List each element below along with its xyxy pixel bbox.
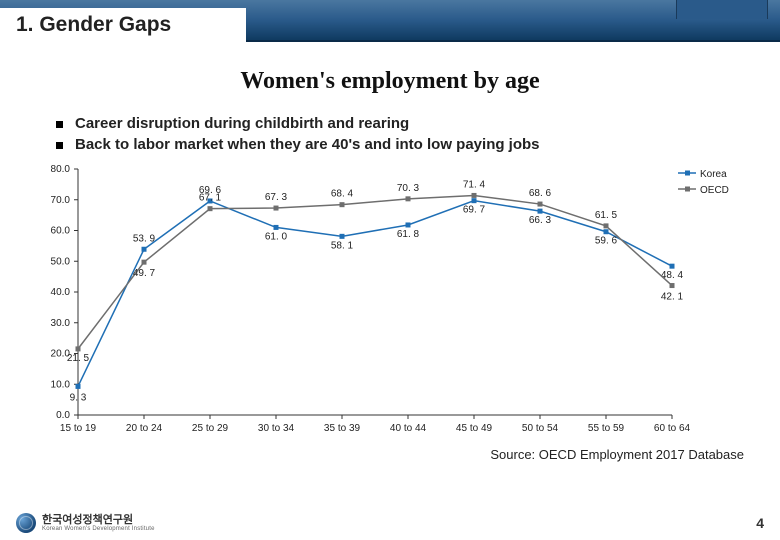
svg-text:61. 0: 61. 0 bbox=[265, 231, 288, 242]
slide-subtitle: Women's employment by age bbox=[0, 68, 780, 95]
svg-text:59. 6: 59. 6 bbox=[595, 236, 618, 247]
svg-text:70. 3: 70. 3 bbox=[397, 183, 420, 194]
svg-text:45 to 49: 45 to 49 bbox=[456, 423, 493, 434]
globe-icon bbox=[16, 513, 36, 533]
bullet-item: Career disruption during childbirth and … bbox=[56, 115, 724, 132]
svg-text:15 to 19: 15 to 19 bbox=[60, 423, 97, 434]
svg-text:70.0: 70.0 bbox=[51, 195, 71, 206]
svg-text:30 to 34: 30 to 34 bbox=[258, 423, 295, 434]
org-name: 한국여성정책연구원 bbox=[42, 514, 133, 526]
bullet-item: Back to labor market when they are 40's … bbox=[56, 136, 724, 153]
svg-text:49. 7: 49. 7 bbox=[133, 268, 156, 279]
svg-text:42. 1: 42. 1 bbox=[661, 292, 684, 303]
bullet-text: Back to labor market when they are 40's … bbox=[75, 136, 540, 153]
svg-text:21. 5: 21. 5 bbox=[67, 353, 90, 364]
svg-text:53. 9: 53. 9 bbox=[133, 233, 156, 244]
svg-text:69. 7: 69. 7 bbox=[463, 205, 486, 216]
chart-svg: 0.010.020.030.040.050.060.070.080.015 to… bbox=[36, 161, 744, 441]
svg-text:61. 5: 61. 5 bbox=[595, 210, 618, 221]
bullet-list: Career disruption during childbirth and … bbox=[56, 115, 724, 153]
svg-text:50.0: 50.0 bbox=[51, 256, 71, 267]
svg-text:68. 4: 68. 4 bbox=[331, 189, 354, 200]
svg-text:35 to 39: 35 to 39 bbox=[324, 423, 361, 434]
bullet-text: Career disruption during childbirth and … bbox=[75, 115, 409, 132]
svg-text:30.0: 30.0 bbox=[51, 318, 71, 329]
svg-text:50 to 54: 50 to 54 bbox=[522, 423, 559, 434]
employment-chart: 0.010.020.030.040.050.060.070.080.015 to… bbox=[36, 161, 744, 441]
svg-text:40.0: 40.0 bbox=[51, 287, 71, 298]
org-subname: Korean Women's Development Institute bbox=[42, 526, 155, 532]
svg-text:66. 3: 66. 3 bbox=[529, 215, 552, 226]
svg-text:61. 8: 61. 8 bbox=[397, 229, 420, 240]
slide-footer: 한국여성정책연구원 Korean Women's Development Ins… bbox=[16, 510, 764, 536]
section-title: 1. Gender Gaps bbox=[0, 8, 246, 42]
svg-text:67. 3: 67. 3 bbox=[265, 192, 288, 203]
org-logo: 한국여성정책연구원 Korean Women's Development Ins… bbox=[16, 513, 155, 533]
svg-text:25 to 29: 25 to 29 bbox=[192, 423, 229, 434]
header-tab-decoration bbox=[676, 0, 768, 19]
svg-text:20 to 24: 20 to 24 bbox=[126, 423, 163, 434]
svg-text:71. 4: 71. 4 bbox=[463, 179, 486, 190]
svg-text:55 to 59: 55 to 59 bbox=[588, 423, 625, 434]
svg-text:10.0: 10.0 bbox=[51, 379, 71, 390]
page-number: 4 bbox=[756, 515, 764, 531]
svg-text:0.0: 0.0 bbox=[56, 410, 70, 421]
header-bar: 1. Gender Gaps bbox=[0, 0, 780, 42]
chart-source: Source: OECD Employment 2017 Database bbox=[0, 447, 744, 462]
svg-text:60 to 64: 60 to 64 bbox=[654, 423, 691, 434]
svg-text:9. 3: 9. 3 bbox=[70, 392, 87, 403]
svg-text:67. 1: 67. 1 bbox=[199, 193, 222, 204]
org-name-block: 한국여성정책연구원 Korean Women's Development Ins… bbox=[42, 515, 155, 532]
svg-text:60.0: 60.0 bbox=[51, 226, 71, 237]
svg-text:40 to 44: 40 to 44 bbox=[390, 423, 427, 434]
svg-text:68. 6: 68. 6 bbox=[529, 188, 552, 199]
bullet-icon bbox=[56, 142, 63, 149]
svg-text:OECD: OECD bbox=[700, 185, 729, 196]
bullet-icon bbox=[56, 121, 63, 128]
svg-text:Korea: Korea bbox=[700, 169, 727, 180]
svg-text:80.0: 80.0 bbox=[51, 164, 71, 175]
svg-text:58. 1: 58. 1 bbox=[331, 240, 354, 251]
